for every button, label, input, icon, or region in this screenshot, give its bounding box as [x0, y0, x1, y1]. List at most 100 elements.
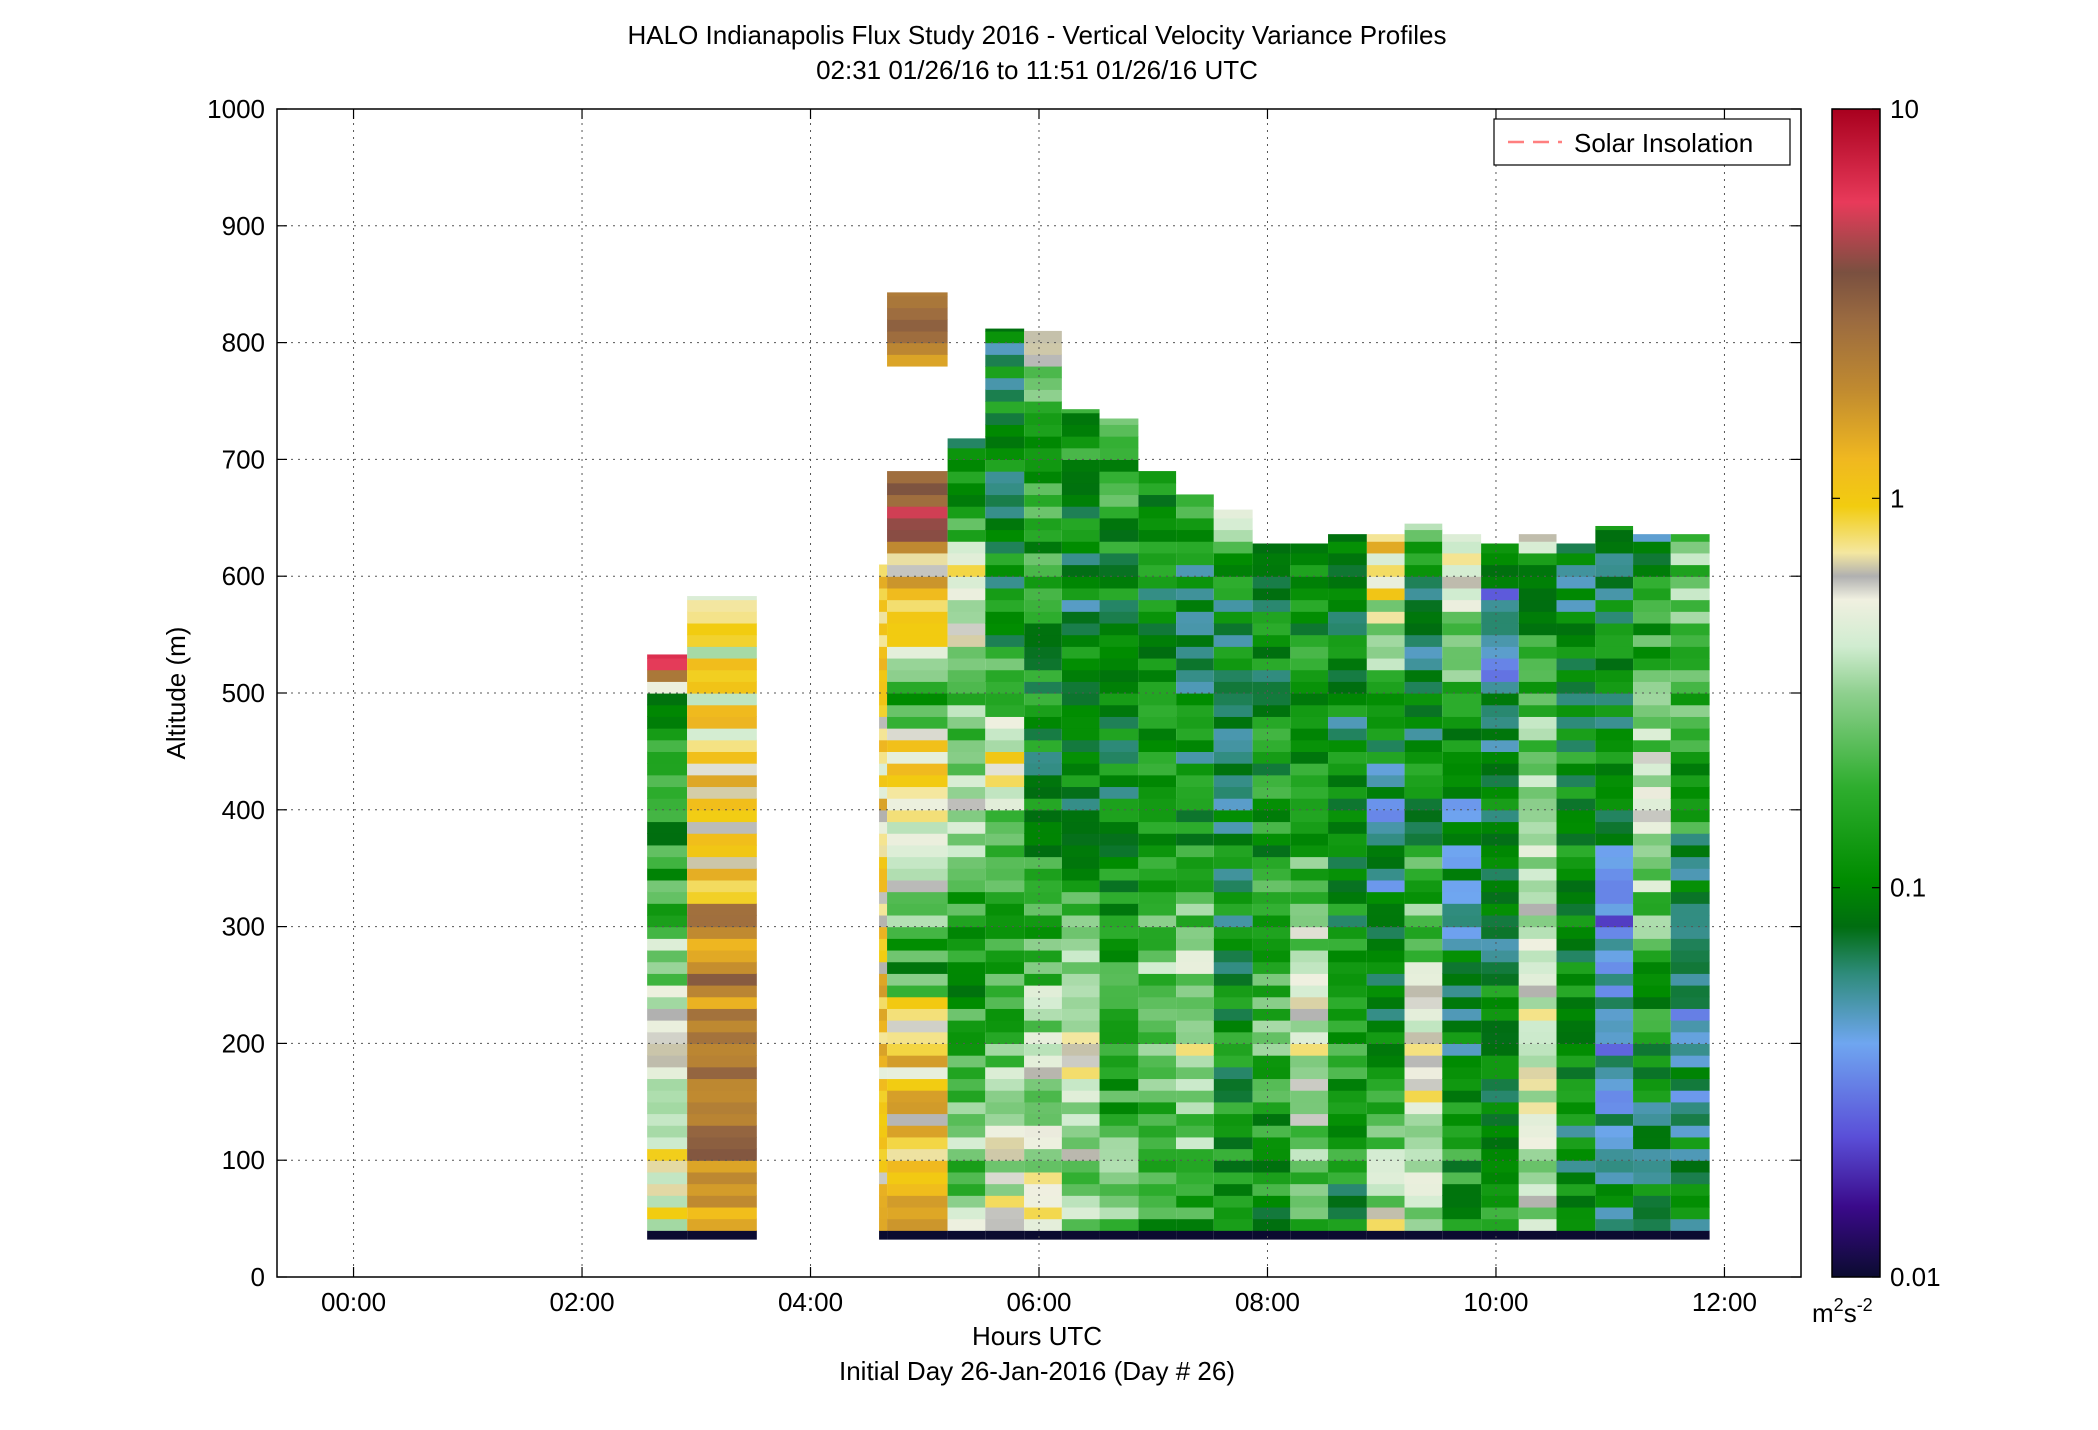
heatmap-cell: [1252, 1101, 1291, 1115]
heatmap-cell: [879, 985, 888, 998]
heatmap-cell: [947, 1101, 986, 1115]
heatmap-cell: [1481, 634, 1519, 647]
heatmap-cell: [1442, 1148, 1482, 1161]
heatmap-cell: [647, 1043, 688, 1056]
heatmap-cell: [1518, 774, 1557, 788]
heatmap-cell: [1518, 985, 1557, 998]
heatmap-cell: [1138, 798, 1177, 811]
heatmap-cell: [1061, 669, 1100, 682]
heatmap-cell: [1442, 1183, 1482, 1196]
colorbar-tick-label: 0.01: [1890, 1262, 1941, 1292]
heatmap-cell: [687, 833, 757, 846]
heatmap-cell: [887, 657, 948, 671]
heatmap-cell: [1024, 693, 1062, 706]
heatmap-cell: [1595, 1136, 1634, 1150]
heatmap-cell: [1556, 599, 1596, 612]
heatmap-cell: [647, 751, 688, 764]
heatmap-cell: [947, 751, 986, 764]
heatmap-cell: [1328, 728, 1367, 741]
heatmap-cell: [1138, 856, 1177, 869]
heatmap-cell: [1061, 973, 1100, 986]
heatmap-cell: [985, 681, 1025, 694]
heatmap-cell: [1595, 1090, 1634, 1103]
heatmap-cell: [1442, 844, 1482, 858]
heatmap-cell: [647, 716, 688, 729]
heatmap-cell: [1061, 1183, 1100, 1196]
heatmap-cell: [1099, 1171, 1139, 1185]
heatmap-cell: [1518, 844, 1557, 858]
heatmap-cell: [1213, 564, 1253, 577]
heatmap-cell: [687, 973, 757, 986]
x-tick-label: 10:00: [1463, 1287, 1528, 1317]
heatmap-cell: [687, 1148, 757, 1161]
heatmap-cell: [1366, 1020, 1405, 1033]
heatmap-cell: [1633, 961, 1671, 974]
heatmap-cell: [1595, 1066, 1634, 1080]
heatmap-cell: [887, 1206, 948, 1220]
heatmap-cell: [1061, 681, 1100, 694]
heatmap-cell: [1024, 576, 1062, 589]
heatmap-cell: [1442, 821, 1482, 834]
heatmap-cell: [1099, 763, 1139, 776]
heatmap-cell: [887, 354, 948, 367]
heatmap-cell: [1633, 1055, 1671, 1068]
heatmap-cell: [985, 961, 1025, 974]
heatmap-cell: [1670, 622, 1710, 636]
heatmap-cell: [887, 576, 948, 589]
heatmap-cell: [1213, 1218, 1253, 1231]
heatmap-cell: [887, 330, 948, 344]
heatmap-cell: [1670, 1206, 1710, 1220]
y-tick-label: 800: [222, 328, 265, 358]
heatmap-cell: [1213, 751, 1253, 764]
heatmap-cell: [985, 529, 1025, 542]
heatmap-cell: [1633, 657, 1671, 671]
heatmap-cell: [1252, 1008, 1291, 1021]
heatmap-cell: [1366, 552, 1405, 566]
heatmap-cell: [947, 1206, 986, 1220]
heatmap-cell: [887, 844, 948, 858]
heatmap-cell: [1061, 1113, 1100, 1126]
heatmap-cell: [1024, 1206, 1062, 1220]
heatmap-cell: [1556, 704, 1596, 717]
heatmap-cell: [1213, 1171, 1253, 1185]
heatmap-cell: [1633, 693, 1671, 706]
heatmap-cell: [887, 599, 948, 612]
x-tick-label: 12:00: [1692, 1287, 1757, 1317]
heatmap-cell: [1442, 868, 1482, 881]
heatmap-cell: [1061, 728, 1100, 741]
heatmap-cell: [1404, 599, 1443, 612]
heatmap-cell: [1138, 693, 1177, 706]
heatmap-surface-cell: [1518, 1230, 1557, 1240]
heatmap-cell: [1595, 833, 1634, 846]
heatmap-cell: [1061, 985, 1100, 998]
heatmap-cell: [1176, 798, 1214, 811]
heatmap-cell: [947, 1043, 986, 1056]
heatmap-cell: [687, 903, 757, 916]
heatmap-cell: [1099, 436, 1139, 449]
heatmap-cell: [947, 681, 986, 694]
heatmap-cell: [1213, 844, 1253, 858]
heatmap-cell: [1024, 1148, 1062, 1161]
heatmap-cell: [1595, 1113, 1634, 1126]
heatmap-cell: [985, 541, 1025, 554]
heatmap-cell: [1176, 634, 1214, 647]
heatmap-cell: [1404, 821, 1443, 834]
heatmap-cell: [1556, 1031, 1596, 1044]
heatmap-cell: [647, 1183, 688, 1196]
heatmap-cell: [1442, 1136, 1482, 1150]
heatmap-cell: [1061, 552, 1100, 566]
heatmap-cell: [647, 693, 688, 706]
heatmap-cell: [1176, 949, 1214, 963]
heatmap-cell: [1024, 412, 1062, 425]
heatmap-cell: [1366, 704, 1405, 717]
heatmap-cell: [1481, 693, 1519, 706]
heatmap-cell: [687, 1218, 757, 1231]
heatmap-cell: [1176, 611, 1214, 624]
heatmap-cell: [687, 1171, 757, 1185]
heatmap-cell: [1176, 1218, 1214, 1231]
heatmap-cell: [1024, 634, 1062, 647]
heatmap-cell: [1633, 634, 1671, 647]
heatmap-cell: [1099, 447, 1139, 460]
heatmap-cell: [1138, 541, 1177, 554]
heatmap-cell: [1099, 926, 1139, 939]
